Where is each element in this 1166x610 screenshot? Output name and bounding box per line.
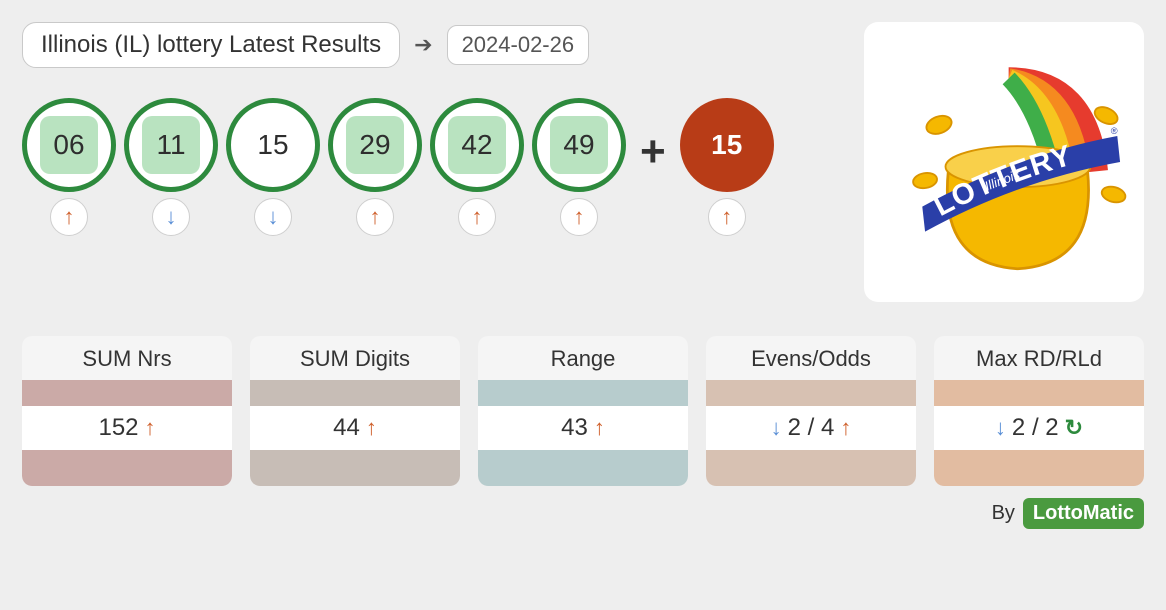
ball-column: 29 ↑	[328, 98, 422, 236]
trend-up-icon: ↑	[594, 415, 605, 441]
ball-number: 15	[244, 116, 302, 174]
ball-column: 06 ↑	[22, 98, 116, 236]
stat-value-text: 44	[333, 414, 360, 442]
stat-value-text: 152	[98, 414, 138, 442]
stat-band	[250, 380, 460, 406]
stat-value: 44↑	[250, 406, 460, 450]
stat-band	[706, 450, 916, 486]
trend-up-icon: ↑	[366, 415, 377, 441]
stat-value-text: 43	[561, 414, 588, 442]
trend-up-icon: ↑	[145, 415, 156, 441]
bonus-ball-column: 15 ↑	[680, 98, 774, 236]
top-row: Illinois (IL) lottery Latest Results ➔ 2…	[22, 22, 1144, 302]
lottery-logo: Illinois LOTTERY ®	[864, 22, 1144, 302]
ball-number: 42	[448, 116, 506, 174]
stat-band	[934, 380, 1144, 406]
stat-band	[934, 450, 1144, 486]
trend-up-icon: ↑	[840, 415, 851, 441]
title-row: Illinois (IL) lottery Latest Results ➔ 2…	[22, 22, 844, 68]
lottery-ball: 15	[226, 98, 320, 192]
stat-band	[478, 380, 688, 406]
ball-number: 06	[40, 116, 98, 174]
stat-value: ↓2 / 4↑	[706, 406, 916, 450]
trend-up-icon: ↑	[50, 198, 88, 236]
ball-number: 29	[346, 116, 404, 174]
stat-band	[22, 380, 232, 406]
stat-title: SUM Nrs	[22, 336, 232, 380]
stat-band	[478, 450, 688, 486]
stat-value: ↓2 / 2↻	[934, 406, 1144, 450]
stats-row: SUM Nrs152↑SUM Digits44↑Range43↑Evens/Od…	[22, 336, 1144, 486]
trend-up-icon: ↑	[356, 198, 394, 236]
bonus-ball: 15	[680, 98, 774, 192]
draw-date: 2024-02-26	[447, 25, 590, 65]
page-title: Illinois (IL) lottery Latest Results	[22, 22, 400, 68]
ball-number: 11	[142, 116, 200, 174]
lottery-ball: 29	[328, 98, 422, 192]
trend-down-icon: ↓	[254, 198, 292, 236]
stat-card: Range 43↑	[478, 336, 688, 486]
stat-card: Evens/Odds ↓2 / 4↑	[706, 336, 916, 486]
svg-text:®: ®	[1111, 126, 1118, 136]
stat-title: Range	[478, 336, 688, 380]
stat-band	[706, 380, 916, 406]
stat-card: Max RD/RLd ↓2 / 2↻	[934, 336, 1144, 486]
trend-up-icon: ↑	[458, 198, 496, 236]
results-column: Illinois (IL) lottery Latest Results ➔ 2…	[22, 22, 844, 302]
trend-down-icon: ↓	[152, 198, 190, 236]
stat-card: SUM Digits 44↑	[250, 336, 460, 486]
by-label: By	[992, 502, 1015, 525]
ball-number: 49	[550, 116, 608, 174]
plus-icon: +	[634, 127, 672, 207]
stat-band	[22, 450, 232, 486]
balls-row: 06 ↑ 11 ↓ 15 ↓ 29 ↑ 42 ↑ 49 ↑ +15 ↑	[22, 98, 844, 236]
stat-title: SUM Digits	[250, 336, 460, 380]
ball-column: 11 ↓	[124, 98, 218, 236]
trend-up-icon: ↑	[560, 198, 598, 236]
ball-column: 15 ↓	[226, 98, 320, 236]
stat-title: Max RD/RLd	[934, 336, 1144, 380]
stat-title: Evens/Odds	[706, 336, 916, 380]
brand-badge: LottoMatic	[1023, 498, 1144, 529]
stat-band	[250, 450, 460, 486]
lottery-ball: 11	[124, 98, 218, 192]
stat-value: 152 ↑	[22, 406, 232, 450]
stat-value-text: 2 / 4	[788, 414, 835, 442]
arrow-right-icon: ➔	[414, 32, 432, 58]
trend-down-icon: ↓	[771, 415, 782, 441]
trend-down-icon: ↓	[995, 415, 1006, 441]
lottery-logo-svg: Illinois LOTTERY ®	[874, 32, 1134, 292]
stat-value: 43↑	[478, 406, 688, 450]
trend-up-icon: ↑	[708, 198, 746, 236]
lottery-ball: 49	[532, 98, 626, 192]
lottery-ball: 06	[22, 98, 116, 192]
ball-column: 49 ↑	[532, 98, 626, 236]
refresh-icon: ↻	[1065, 415, 1083, 441]
stat-card: SUM Nrs 152 ↑	[22, 336, 232, 486]
footer: By LottoMatic	[22, 498, 1144, 529]
lottery-ball: 42	[430, 98, 524, 192]
ball-column: 42 ↑	[430, 98, 524, 236]
stat-value-text: 2 / 2	[1012, 414, 1059, 442]
